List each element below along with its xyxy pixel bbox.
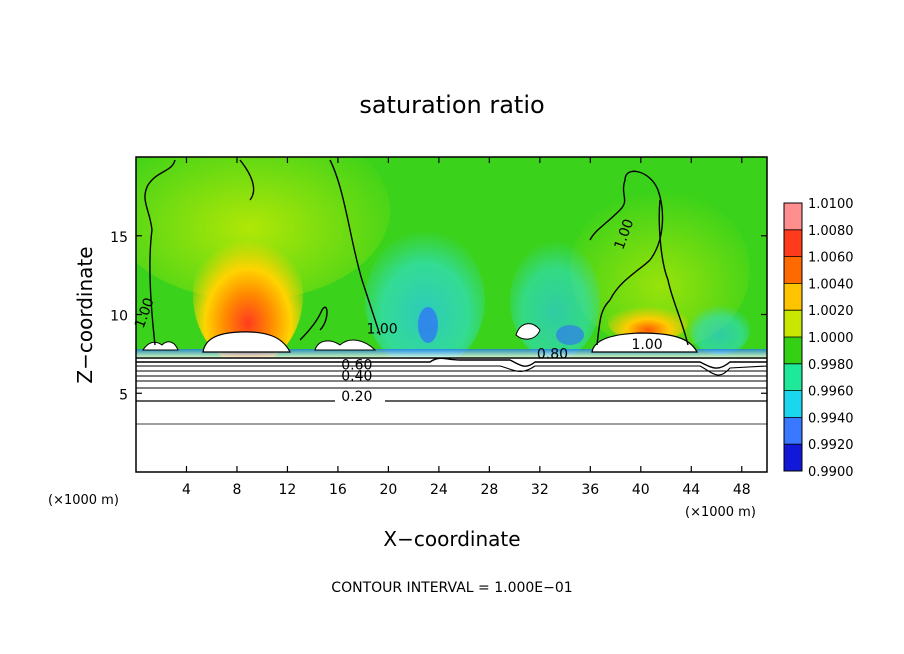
x-unit-right: (×1000 m) bbox=[685, 505, 756, 520]
x-tick-label: 48 bbox=[733, 482, 751, 498]
x-tick-label: 12 bbox=[279, 482, 297, 498]
colorbar-label: 1.0000 bbox=[808, 331, 854, 346]
colorbar-swatch bbox=[784, 310, 802, 338]
colorbar-swatch bbox=[784, 283, 802, 311]
colorbar-swatch bbox=[784, 203, 802, 231]
x-tick-label: 40 bbox=[632, 482, 650, 498]
contour-lines bbox=[136, 159, 767, 425]
x-tick-label: 44 bbox=[682, 482, 700, 498]
colorbar-label: 0.9920 bbox=[808, 438, 854, 453]
contour-label: 1.00 bbox=[632, 337, 663, 353]
colorbar-label: 1.0100 bbox=[808, 197, 854, 212]
y-tick-label: 5 bbox=[119, 387, 128, 403]
x-tick-label: 24 bbox=[430, 482, 448, 498]
contour-label: 0.80 bbox=[537, 347, 568, 363]
colorbar-swatch bbox=[784, 363, 802, 392]
x-tick-label: 28 bbox=[480, 482, 498, 498]
contour-label: 0.40 bbox=[341, 369, 372, 385]
x-tick-label: 32 bbox=[531, 482, 549, 498]
x-tick-label: 4 bbox=[182, 482, 191, 498]
colorbar-swatch bbox=[784, 390, 802, 418]
contour-interval-text: CONTOUR INTERVAL = 1.000E−01 bbox=[331, 580, 572, 596]
contour-label: 0.20 bbox=[341, 389, 372, 405]
colorbar-label: 0.9960 bbox=[808, 385, 854, 400]
y-axis-ticks: 5 10 15 bbox=[110, 230, 767, 403]
x-axis-label: X−coordinate bbox=[383, 527, 520, 551]
y-tick-label: 15 bbox=[110, 230, 128, 246]
colorbar-label: 0.9980 bbox=[808, 358, 854, 373]
colorbar-label: 0.9900 bbox=[808, 465, 854, 480]
chart-title: saturation ratio bbox=[359, 91, 544, 119]
colorbar-swatch bbox=[784, 256, 802, 284]
colorbar-label: 1.0040 bbox=[808, 277, 854, 292]
x-tick-label: 20 bbox=[379, 482, 397, 498]
x-axis-ticks: 4 8 12 16 20 24 28 32 36 40 44 48 bbox=[182, 157, 751, 498]
x-tick-label: 36 bbox=[581, 482, 599, 498]
y-tick-label: 10 bbox=[110, 309, 128, 325]
colorbar-swatch bbox=[784, 229, 802, 258]
x-tick-label: 8 bbox=[232, 482, 241, 498]
colorbar-swatch bbox=[784, 337, 802, 365]
contour-label: 1.00 bbox=[367, 321, 398, 337]
colorbar-label: 1.0020 bbox=[808, 304, 854, 319]
colorbar: 1.0100 1.0080 1.0060 1.0040 1.0020 1.0000 0.99… bbox=[783, 197, 854, 480]
colorbar-swatch bbox=[784, 444, 802, 472]
y-axis-label: Z−coordinate bbox=[73, 246, 97, 383]
colorbar-label: 0.9940 bbox=[808, 411, 854, 426]
colorbar-label: 1.0060 bbox=[808, 251, 854, 266]
colorbar-label: 1.0080 bbox=[808, 224, 854, 239]
contour-label: 0.60 bbox=[341, 358, 372, 374]
heatmap-field bbox=[136, 157, 767, 472]
x-tick-label: 16 bbox=[329, 482, 347, 498]
x-unit-left: (×1000 m) bbox=[48, 493, 119, 508]
colorbar-swatch bbox=[784, 417, 802, 445]
